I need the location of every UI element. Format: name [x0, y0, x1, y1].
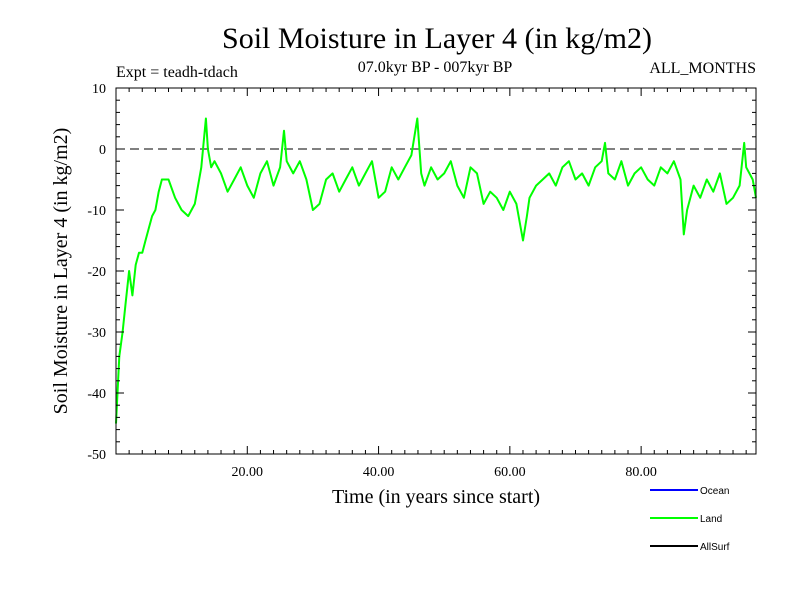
chart-subtitle-center: 07.0kyr BP - 007kyr BP [358, 59, 513, 76]
chart-title: Soil Moisture in Layer 4 (in kg/m2) [222, 22, 652, 55]
y-tick-label: -40 [87, 387, 106, 402]
legend-label-land: Land [700, 514, 722, 525]
legend-label-ocean: Ocean [700, 486, 729, 497]
y-axis-label: Soil Moisture in Layer 4 (in kg/m2) [50, 128, 72, 415]
tick-label-layer: 20.00 40.00 60.00 80.00 10 0 -10 -20 -30 -40 -50 [87, 82, 657, 480]
x-tick-label: 40.00 [363, 465, 395, 480]
y-tick-label: -30 [87, 326, 106, 341]
legend-label-allsurf: AllSurf [700, 542, 730, 553]
x-tick-label: 60.00 [494, 465, 526, 480]
series-line-land [115, 117, 757, 424]
y-tick-label: 0 [99, 143, 106, 158]
chart-subtitle-right: ALL_MONTHS [649, 60, 756, 77]
y-tick-label: -10 [87, 204, 106, 219]
chart-subtitle-left: Expt = teadh-tdach [116, 64, 238, 81]
x-axis-label: Time (in years since start) [332, 486, 540, 508]
legend: Ocean Land AllSurf [650, 486, 730, 553]
y-tick-label: -20 [87, 265, 106, 280]
y-tick-label: 10 [92, 82, 106, 97]
x-tick-label: 80.00 [625, 465, 657, 480]
x-tick-label: 20.00 [232, 465, 264, 480]
tick-layer [116, 87, 756, 455]
series-layer [115, 117, 757, 424]
y-tick-label: -50 [87, 448, 106, 463]
